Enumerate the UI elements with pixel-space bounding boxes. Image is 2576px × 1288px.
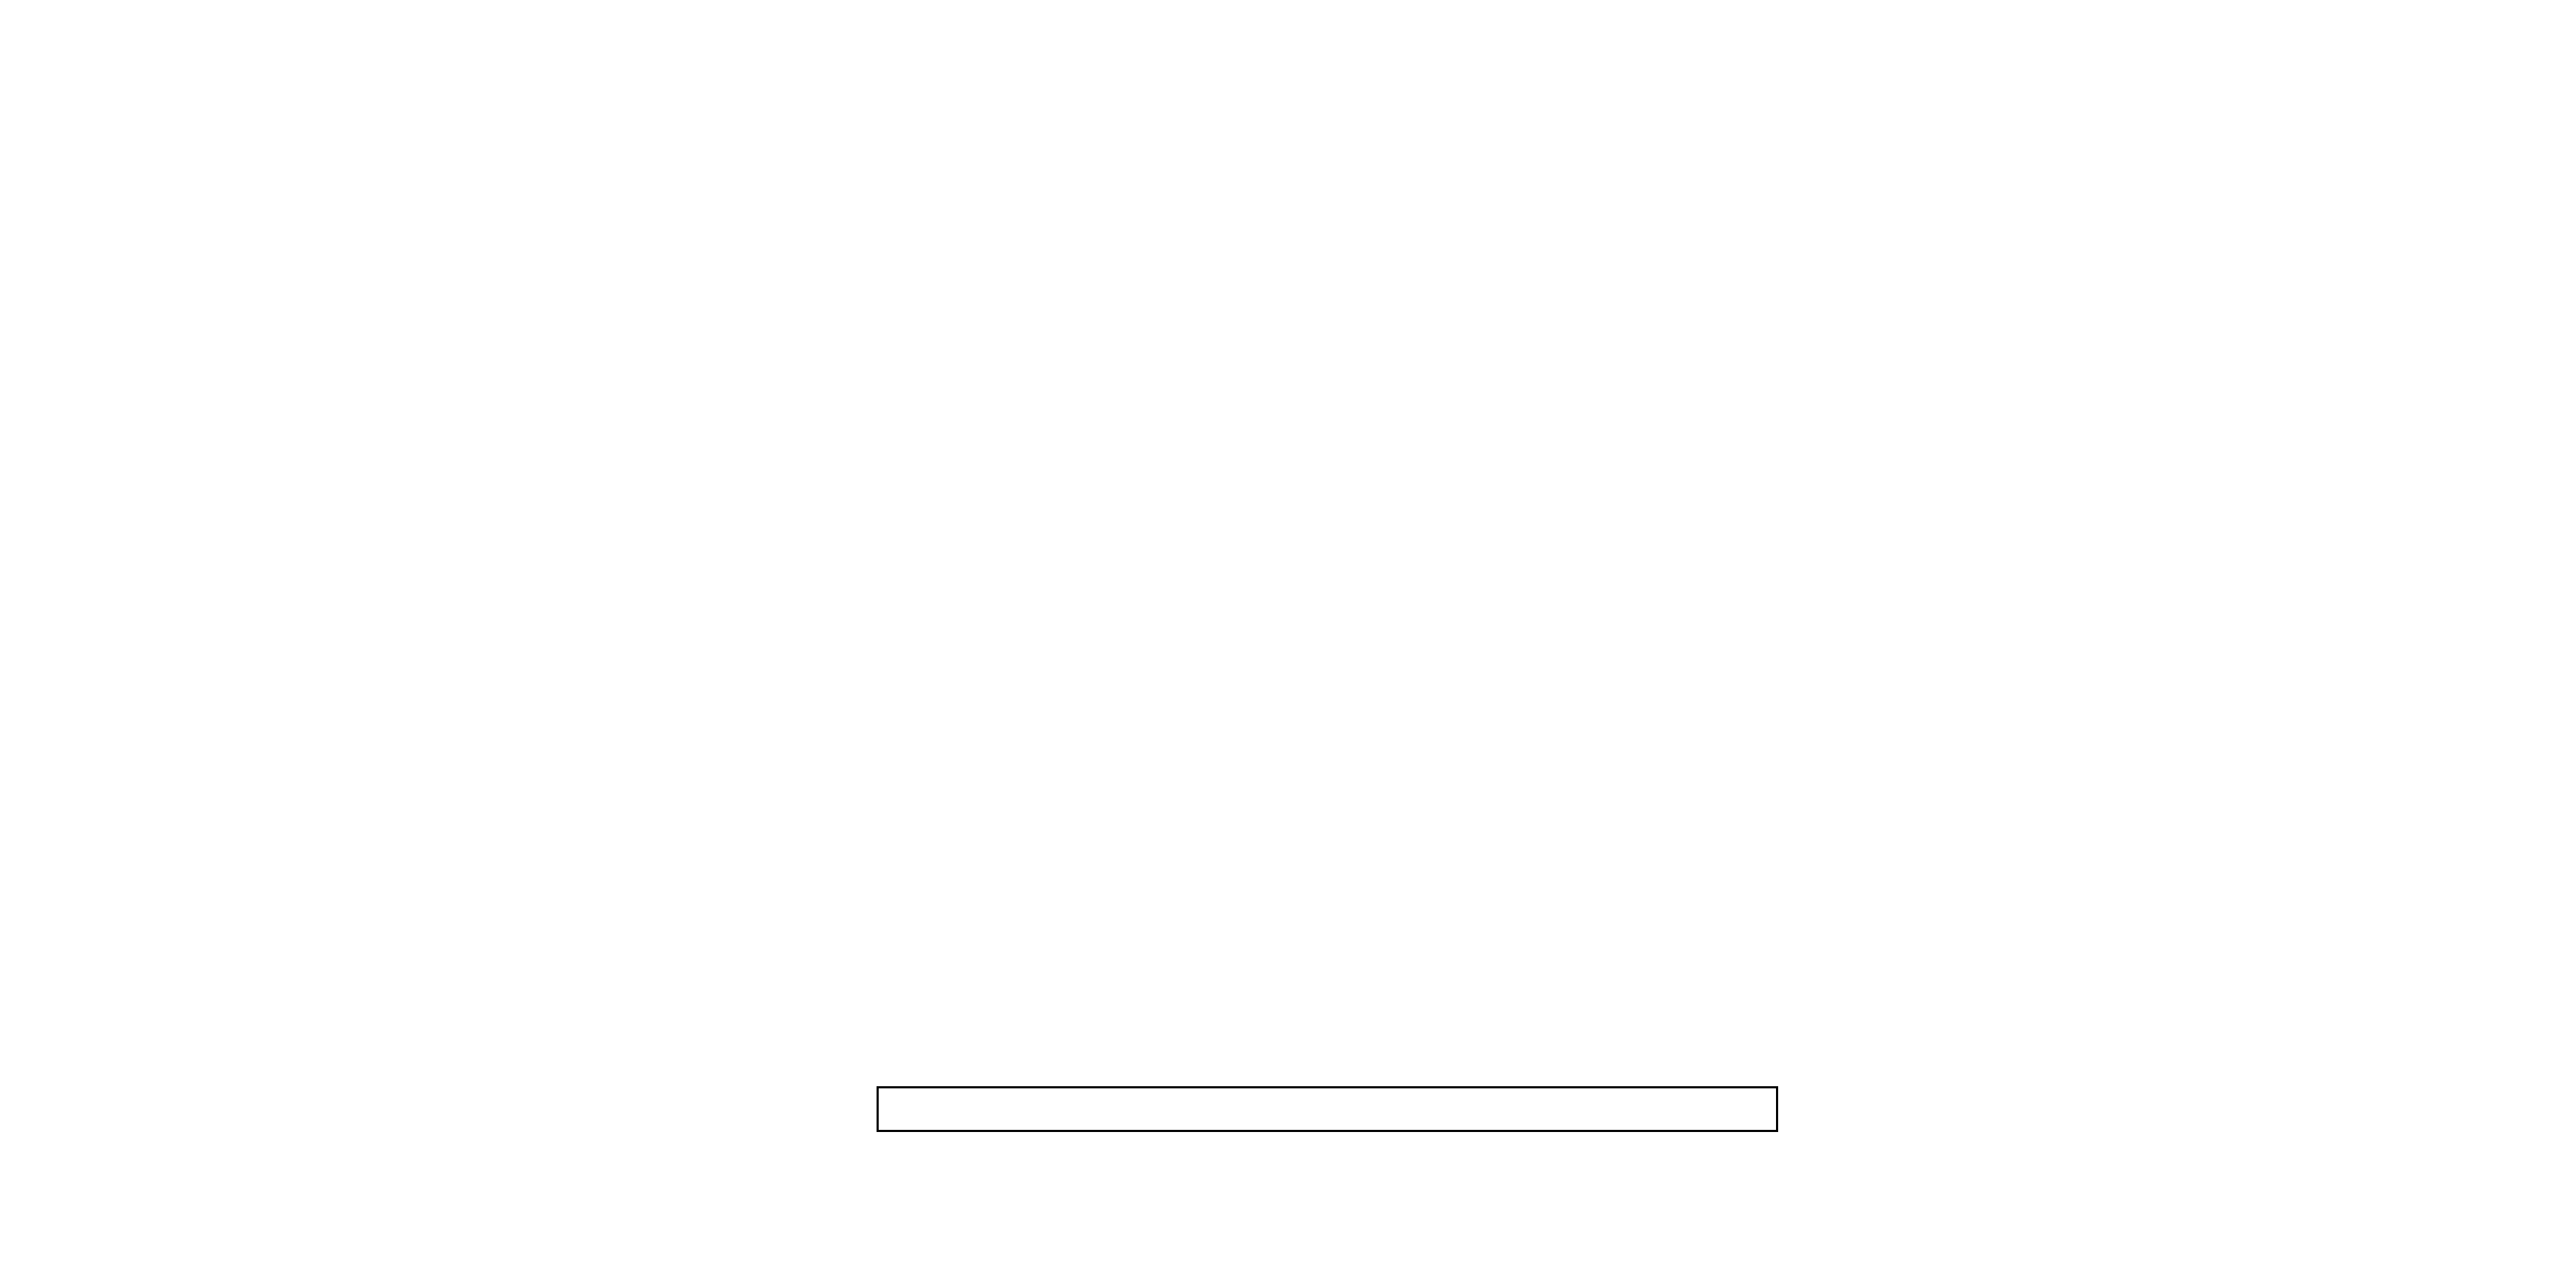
colorbar-ticks: [877, 1132, 1778, 1175]
word-cloud: [444, 150, 2154, 1052]
colorbar: [877, 1086, 1778, 1132]
colorbar-gradient: [877, 1086, 1778, 1132]
